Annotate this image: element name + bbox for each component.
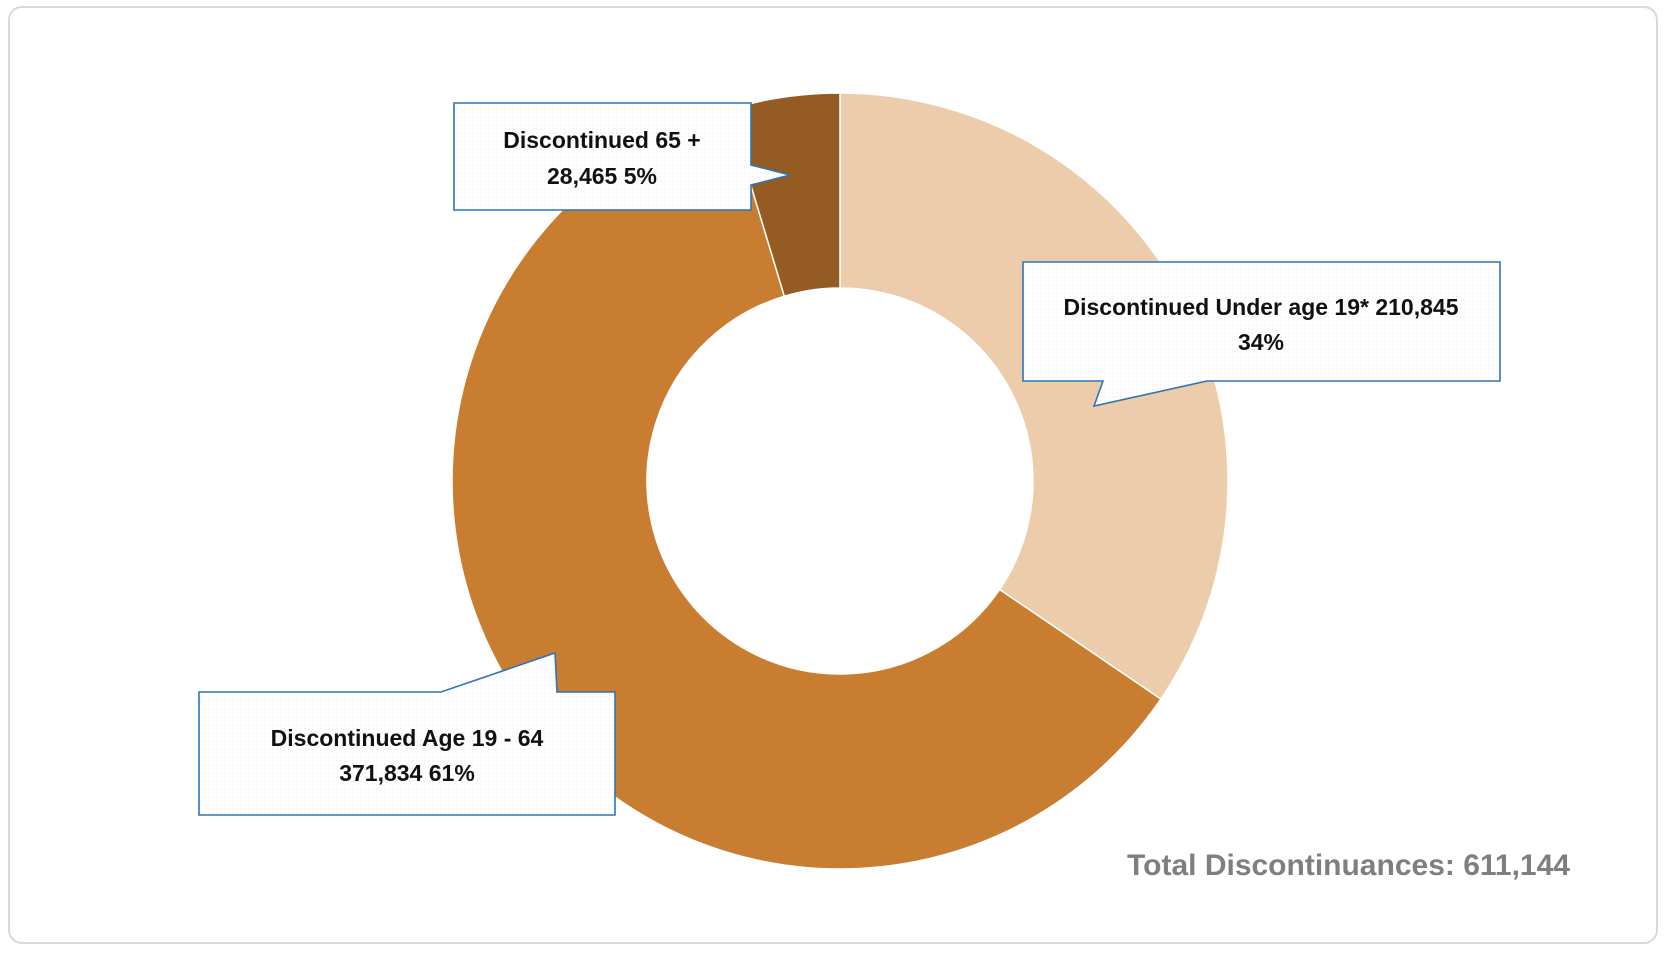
slice-65-plus <box>727 92 841 298</box>
callout-65-plus: Discontinued 65 + 28,465 5% <box>453 102 791 211</box>
callout-age-19-64: Discontinued Age 19 - 64 371,834 61% <box>198 651 616 816</box>
donut-slices <box>451 92 1229 870</box>
callout-age-19-64-line1: Discontinued Age 19 - 64 <box>271 725 544 751</box>
callout-age-19-64-box <box>198 651 616 816</box>
callout-under-19-line1: Discontinued Under age 19* 210,845 <box>1064 294 1459 320</box>
callout-65-plus-line2: 28,465 5% <box>547 163 657 189</box>
slice-under-19 <box>839 92 1229 701</box>
callout-65-plus-line1: Discontinued 65 + <box>503 127 700 153</box>
callout-under-19: Discontinued Under age 19* 210,845 34% <box>1022 261 1501 408</box>
callout-under-19-line2: 34% <box>1238 329 1284 355</box>
callout-65-plus-box <box>453 102 791 211</box>
callout-age-19-64-line2: 371,834 61% <box>339 760 475 786</box>
total-discontinuances-label: Total Discontinuances: 611,144 <box>1127 849 1570 882</box>
callout-under-19-box <box>1022 261 1501 408</box>
